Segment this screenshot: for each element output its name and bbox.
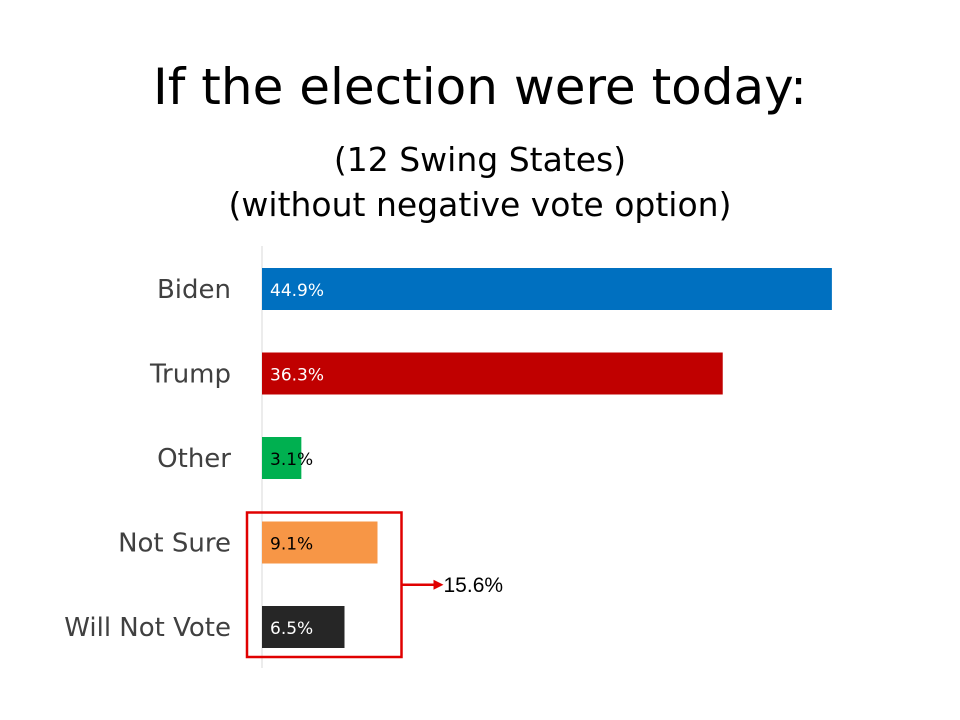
- chart-subtitle-2: (without negative vote option): [228, 185, 732, 224]
- chart-title: If the election were today:: [153, 58, 807, 116]
- category-label: Will Not Vote: [64, 613, 231, 643]
- annotation-label: 15.6%: [444, 574, 504, 597]
- bar-will-not-vote: [262, 606, 345, 648]
- category-label: Trump: [149, 360, 231, 390]
- bar-not-sure: [262, 521, 378, 564]
- bar-other: [262, 437, 302, 479]
- category-label: Other: [157, 444, 231, 474]
- category-label: Not Sure: [118, 529, 231, 559]
- category-label: Biden: [157, 275, 231, 305]
- bar-biden: [262, 268, 832, 310]
- data-label: 44.9%: [270, 281, 324, 301]
- data-label: 6.5%: [270, 619, 313, 639]
- data-label: 3.1%: [270, 450, 313, 470]
- annotation-arrow-head: [433, 579, 444, 590]
- data-label: 36.3%: [270, 366, 324, 386]
- chart-subtitle-1: (12 Swing States): [333, 140, 627, 179]
- bar-trump: [262, 352, 723, 395]
- data-label: 9.1%: [270, 535, 313, 555]
